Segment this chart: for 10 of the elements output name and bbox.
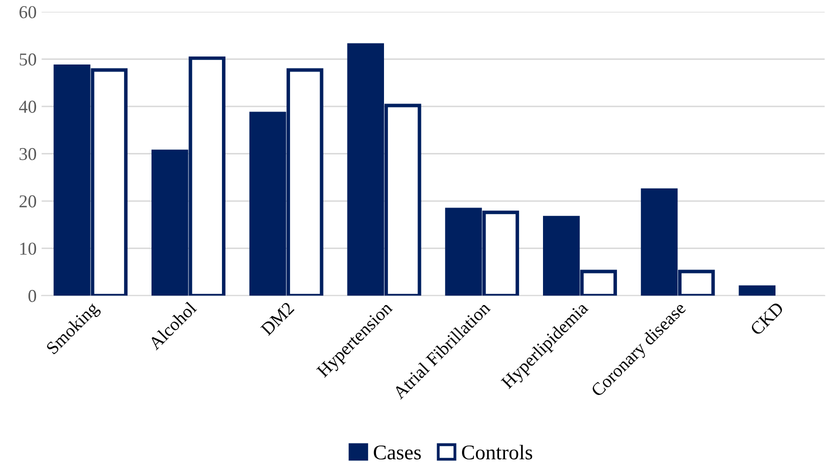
- y-tick-label: 30: [20, 148, 36, 160]
- legend-label: Controls: [462, 444, 532, 460]
- y-tick-label: 50: [20, 53, 36, 66]
- y-tick-label: 10: [20, 242, 36, 255]
- y-tick-label: 20: [20, 195, 36, 208]
- x-tick-label: CKD: [750, 301, 784, 336]
- y-tick-label: 60: [20, 6, 36, 18]
- y-tick-label: 40: [19, 100, 36, 113]
- y-tick-label: 0: [28, 290, 36, 302]
- legend-label: Cases: [374, 445, 421, 460]
